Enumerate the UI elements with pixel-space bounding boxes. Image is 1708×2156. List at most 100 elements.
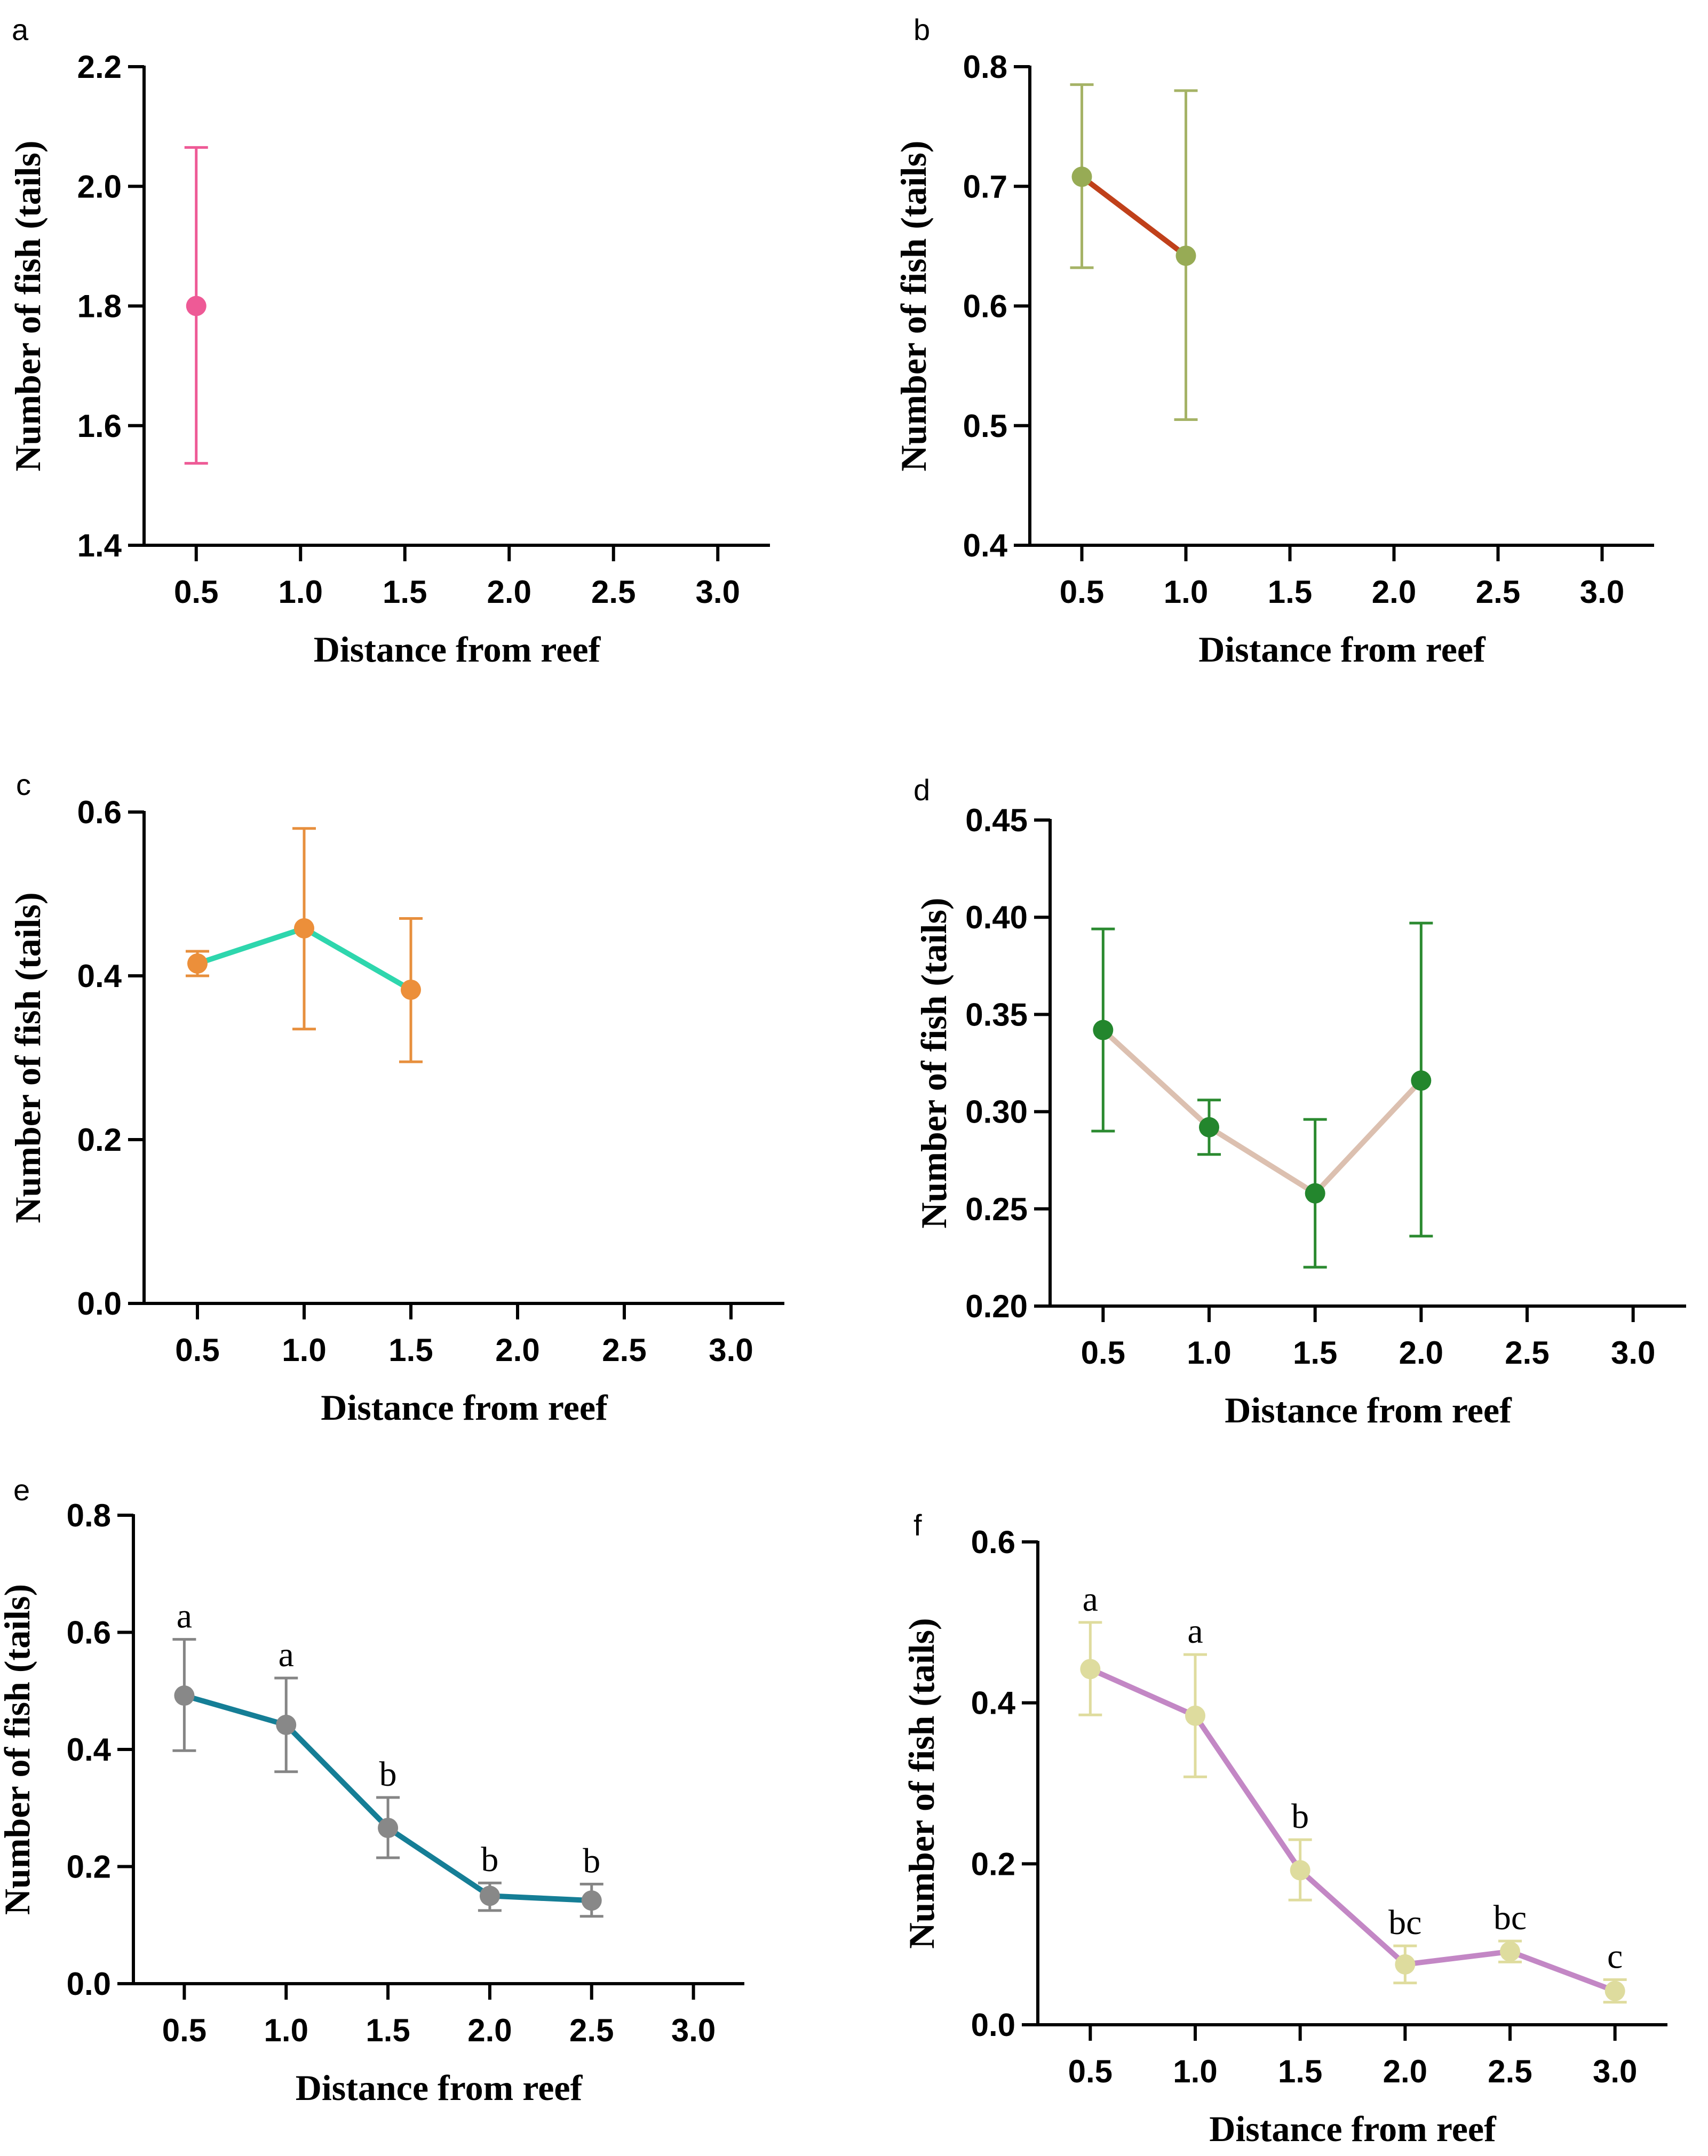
y-tick-label: 0.45	[965, 802, 1028, 838]
data-point	[1604, 1980, 1625, 2001]
y-tick-label: 0.6	[67, 1615, 111, 1651]
panel-b: b 0.4 0.5 0.6 0.7 0.8 0.5 1.0 1.5 2.0 2.5 3.0 Distan…	[893, 13, 1654, 670]
series-line	[1100, 1027, 1424, 1196]
y-tick-label: 2.0	[77, 169, 122, 204]
y-tick-label: 0.25	[965, 1191, 1028, 1227]
panel-d: d 0.20 0.25 0.30 0.35 0.40 0.45 0.5 1.0 1.5 2.0 2.5…	[913, 773, 1686, 1430]
x-axis-label: Distance from reef	[321, 1387, 608, 1428]
x-tick-label: 2.0	[1383, 2054, 1427, 2089]
panel-label: e	[13, 1473, 30, 1507]
x-tick-label: 2.5	[591, 574, 635, 610]
significance-letter: b	[379, 1755, 397, 1794]
x-axis-label: Distance from reef	[1198, 629, 1486, 670]
data-point	[1199, 1117, 1219, 1137]
x-axis-label: Distance from reef	[1209, 2109, 1497, 2149]
y-tick-label: 0.0	[67, 1966, 111, 2002]
x-tick-label: 1.0	[1187, 1335, 1231, 1371]
data-point	[479, 1885, 500, 1906]
data-point	[174, 1685, 195, 1706]
y-tick-label: 1.4	[77, 528, 122, 563]
significance-letter: b	[583, 1841, 600, 1880]
x-tick-label: 2.0	[1399, 1335, 1443, 1371]
y-tick-label: 0.2	[971, 1846, 1015, 1882]
data-point	[581, 1890, 602, 1911]
series-line	[1087, 1666, 1618, 1994]
y-tick-label: 0.20	[965, 1288, 1028, 1324]
x-tick-label: 1.0	[264, 2012, 308, 2048]
significance-letter: c	[1607, 1937, 1623, 1976]
x-tick-label: 2.5	[602, 1332, 646, 1368]
y-tick-label: 0.40	[965, 900, 1028, 935]
y-tick-label: 0.0	[77, 1286, 122, 1322]
y-tick-label: 0.2	[77, 1122, 122, 1158]
x-tick-label: 3.0	[709, 1332, 753, 1368]
y-tick-label: 0.4	[971, 1685, 1016, 1721]
y-tick-label: 0.8	[67, 1498, 111, 1533]
x-tick-label: 1.5	[383, 574, 427, 610]
data-point	[186, 296, 206, 316]
panel-label: b	[913, 13, 930, 46]
y-axis-label: Number of fish (tails)	[0, 1584, 37, 1915]
significance-letter: a	[1187, 1612, 1203, 1651]
y-tick-label: 0.6	[971, 1524, 1015, 1560]
data-point	[1080, 1659, 1101, 1680]
x-tick-label: 3.0	[671, 2012, 716, 2048]
x-tick-label: 2.5	[1505, 1335, 1549, 1371]
data-point	[1071, 166, 1092, 187]
x-tick-label: 2.5	[1476, 574, 1520, 610]
x-tick-label: 2.5	[569, 2012, 614, 2048]
panel-label: c	[16, 768, 31, 801]
series-line	[1079, 174, 1189, 259]
x-tick-label: 3.0	[696, 574, 740, 610]
x-tick-label: 0.5	[162, 2012, 206, 2048]
y-tick-label: 0.0	[971, 2007, 1015, 2043]
data-point	[1093, 1020, 1114, 1040]
data-point	[187, 953, 208, 974]
y-tick-label: 2.2	[77, 49, 122, 85]
x-tick-label: 2.0	[495, 1332, 539, 1368]
x-tick-label: 1.0	[279, 574, 323, 610]
significance-letter: bc	[1493, 1898, 1527, 1937]
significance-letter: bc	[1388, 1903, 1421, 1942]
x-tick-label: 0.5	[1081, 1335, 1125, 1371]
panel-label: a	[12, 13, 29, 46]
x-tick-label: 0.5	[175, 1332, 219, 1368]
x-axis-label: Distance from reef	[1225, 1390, 1512, 1430]
x-tick-label: 2.0	[467, 2012, 512, 2048]
y-tick-label: 0.6	[77, 794, 122, 830]
y-tick-label: 1.8	[77, 289, 122, 324]
data-point	[1305, 1183, 1325, 1204]
data-point	[276, 1714, 297, 1735]
x-tick-label: 0.5	[1060, 574, 1104, 610]
x-axis-label: Distance from reef	[296, 2067, 583, 2108]
x-tick-label: 1.0	[282, 1332, 326, 1368]
x-tick-label: 3.0	[1580, 574, 1624, 610]
panel-label: f	[913, 1508, 922, 1542]
data-point	[1175, 245, 1196, 266]
y-axis-label: Number of fish (tails)	[7, 140, 48, 471]
significance-letter: a	[279, 1635, 294, 1674]
y-tick-label: 0.4	[963, 528, 1008, 563]
data-point	[294, 918, 314, 938]
y-axis-label: Number of fish (tails)	[901, 1618, 942, 1948]
y-axis-label: Number of fish (tails)	[913, 897, 954, 1228]
panel-e: e 0.0 0.2 0.4 0.6 0.8 0.5 1.0 1.5 2.0 2.5 3.0 Distan…	[0, 1473, 744, 2108]
data-point	[378, 1818, 399, 1839]
y-tick-label: 1.6	[77, 408, 122, 444]
data-point	[401, 980, 421, 1000]
x-tick-label: 0.5	[174, 574, 218, 610]
x-tick-label: 3.0	[1593, 2054, 1637, 2089]
x-tick-label: 1.5	[1293, 1335, 1337, 1371]
data-point	[1185, 1705, 1205, 1726]
x-tick-label: 1.5	[1278, 2054, 1322, 2089]
x-tick-label: 1.5	[1268, 574, 1312, 610]
x-tick-label: 1.0	[1173, 2054, 1217, 2089]
y-tick-label: 0.2	[67, 1849, 111, 1885]
y-tick-label: 0.30	[965, 1094, 1028, 1130]
y-tick-label: 0.35	[965, 997, 1028, 1032]
x-axis-label: Distance from reef	[314, 629, 601, 670]
y-axis-label: Number of fish (tails)	[7, 892, 48, 1223]
x-tick-label: 2.0	[487, 574, 531, 610]
significance-letter: b	[1291, 1797, 1309, 1836]
